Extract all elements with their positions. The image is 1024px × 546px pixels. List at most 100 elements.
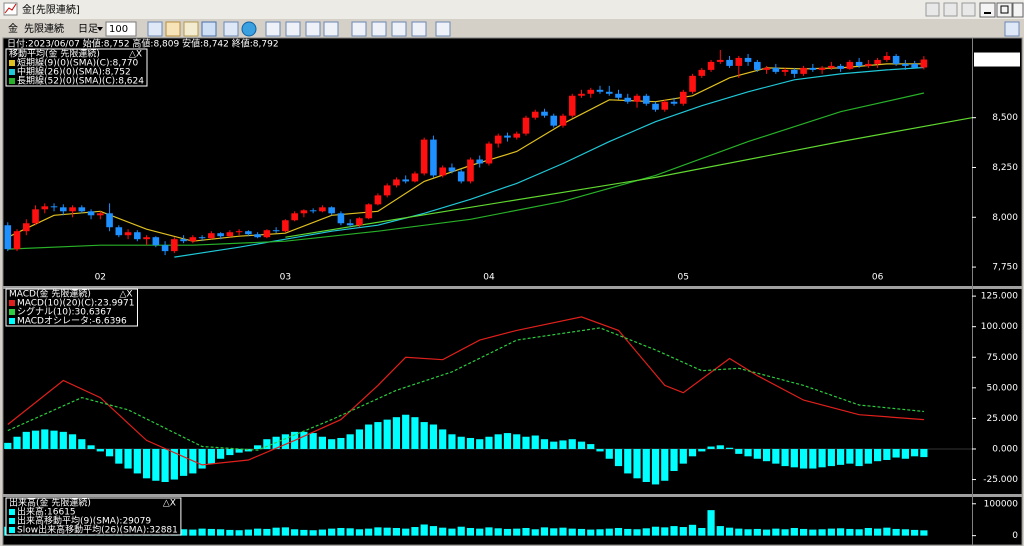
oscillator-bar	[300, 431, 308, 449]
oscillator-bar	[439, 429, 447, 449]
link-button[interactable]	[925, 2, 940, 17]
candle-body	[485, 143, 493, 164]
oscillator-bar	[13, 436, 21, 449]
symbol-label[interactable]: 金	[8, 22, 18, 35]
candle-body	[411, 173, 419, 182]
app-icon-line	[4, 3, 17, 14]
oscillator-bar	[448, 434, 456, 449]
volume-bar	[577, 528, 586, 536]
candle-body	[87, 211, 95, 216]
y-tick-label: 50.000	[987, 383, 1019, 393]
candle-body	[541, 111, 548, 116]
volume-bar	[901, 529, 909, 536]
close-button[interactable]	[1012, 2, 1024, 18]
oscillator-bar	[374, 422, 382, 449]
bar-chart-tool-2[interactable]	[351, 21, 367, 37]
legend-entry: 出来高移動平均(9)(SMA):29079	[17, 515, 151, 527]
volume-bar	[411, 527, 419, 536]
title-bar: 金[先限連続]	[0, 0, 1024, 19]
volume-bar	[217, 529, 225, 536]
bar-chart-tool-4[interactable]	[391, 21, 407, 37]
candle-body	[513, 133, 521, 138]
grid-tool[interactable]	[435, 21, 451, 37]
oscillator-bar	[716, 445, 724, 449]
candle-body	[735, 57, 743, 66]
candle-body	[874, 59, 881, 64]
volume-bar	[448, 528, 456, 536]
bar-chart-tool-3[interactable]	[371, 21, 387, 37]
chart-tool[interactable]	[223, 21, 239, 37]
volume-bar	[540, 527, 549, 536]
candle-body	[883, 55, 891, 60]
cursor-tool[interactable]	[147, 21, 163, 37]
candle-body	[865, 63, 872, 66]
y-tick-label: -25.000	[983, 475, 1018, 485]
volume-bar	[383, 527, 391, 536]
legend-entry: MACDオシレータ:-6.6396	[17, 316, 127, 327]
candle-body	[652, 103, 659, 110]
line-tool[interactable]	[201, 21, 217, 37]
oscillator-bar	[503, 433, 512, 449]
pin-button[interactable]	[943, 2, 958, 17]
volume-bar	[670, 526, 678, 536]
candle-body	[615, 93, 622, 98]
restore-button[interactable]	[961, 2, 976, 17]
count-input[interactable]	[105, 21, 137, 37]
candle-body	[272, 230, 280, 232]
list-tool-1[interactable]	[265, 21, 281, 37]
candle-body	[291, 213, 298, 221]
legend-buttons: △X	[163, 499, 176, 509]
x-tick-label: 06	[872, 273, 884, 283]
oscillator-bar	[818, 448, 826, 468]
hand-tool[interactable]	[165, 21, 181, 37]
candle-body	[726, 59, 733, 66]
candle-body	[587, 89, 595, 94]
contract-label[interactable]: 先限連続	[24, 22, 64, 35]
maximize-button[interactable]	[996, 2, 1013, 18]
volume-bar	[550, 528, 558, 536]
volume-bar	[633, 529, 641, 536]
legend-swatch	[9, 318, 15, 324]
ohlc-info: 日付:2023/06/07 始値:8,752 高値:8,809 安値:8,742…	[7, 38, 279, 50]
candle-body	[189, 237, 197, 242]
oscillator-bar	[735, 448, 743, 454]
legend-entry: シグナル(10):30.6367	[17, 306, 112, 318]
legend: 出来高(金 先限連続) △X 出来高:16615出来高移動平均(9)(SMA):29…	[5, 497, 182, 536]
search-tool[interactable]	[1004, 21, 1020, 37]
minimize-button[interactable]	[979, 2, 996, 18]
oscillator-bar	[605, 448, 613, 459]
last-price-label: 8,792	[983, 55, 1011, 65]
legend-box	[5, 497, 182, 536]
oscillator-bar	[466, 437, 475, 449]
oscillator-bar	[133, 448, 141, 474]
legend-swatch	[9, 78, 15, 84]
bar-chart-tool-5[interactable]	[411, 21, 427, 37]
candle-body	[198, 237, 206, 239]
volume-bar	[661, 527, 669, 536]
candle-body	[920, 59, 928, 68]
volume-bar	[281, 527, 289, 536]
bar-chart-tool[interactable]	[323, 21, 339, 37]
period-select[interactable]: 日足	[78, 23, 98, 35]
y-tick-label: 100.000	[981, 322, 1018, 332]
candle-body	[902, 63, 909, 66]
oscillator-bar	[346, 434, 354, 449]
legend-swatch	[9, 527, 15, 533]
list-tool-2[interactable]	[285, 21, 301, 37]
oscillator-bar	[874, 448, 882, 462]
info-tool[interactable]	[241, 21, 257, 37]
y-tick-label: 100000	[984, 499, 1019, 509]
candle-body	[754, 61, 761, 70]
candle-body	[522, 117, 530, 134]
candle-body	[494, 135, 502, 144]
candle-body	[337, 213, 345, 224]
volume-bar	[439, 527, 447, 536]
list-tool-3[interactable]	[305, 21, 321, 37]
oscillator-bar	[513, 434, 521, 449]
oscillator-bar	[22, 431, 30, 449]
candle-body	[439, 167, 446, 176]
candle-body	[568, 95, 576, 116]
oscillator-bar	[781, 448, 789, 467]
pen-tool[interactable]	[183, 21, 199, 37]
